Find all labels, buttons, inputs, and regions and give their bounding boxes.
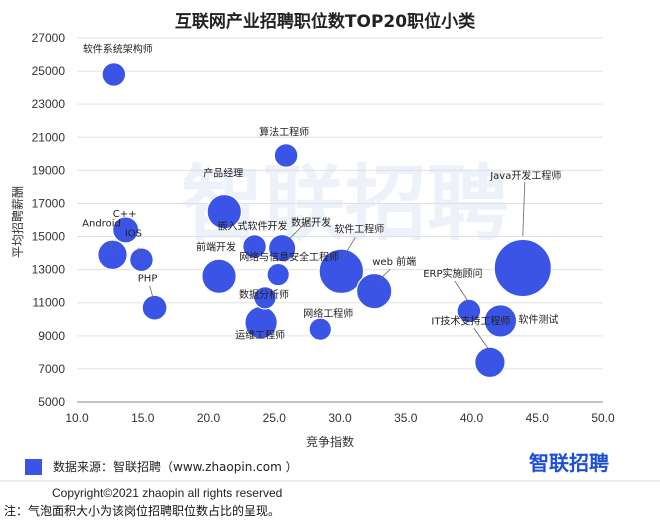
- y-tick-label: 15000: [32, 230, 66, 244]
- bubble: [493, 238, 552, 298]
- label-leader-line: [342, 237, 356, 258]
- bubble-label: Android: [82, 219, 121, 230]
- bubble: [242, 234, 267, 259]
- bubbles: [97, 62, 552, 379]
- bubble: [141, 294, 168, 321]
- y-tick-label: 11000: [33, 296, 66, 310]
- bubble-label: 数据开发: [291, 216, 331, 229]
- bubble: [201, 258, 237, 295]
- bubble-label: IT技术支持工程师: [431, 314, 510, 327]
- label-leader-line: [522, 181, 526, 236]
- legend-swatch: [25, 459, 42, 475]
- y-tick-label: 25000: [32, 64, 66, 78]
- bubble-label: Java开发工程师: [489, 169, 561, 182]
- label-leader-line: [454, 280, 469, 302]
- bubble-label: 运维工程师: [235, 329, 285, 342]
- bubble: [101, 62, 127, 87]
- label-leader-line: [289, 217, 311, 239]
- y-tick-labels: 5000 7000 9000 11000 13000 15000 17000 19000 210…: [32, 31, 66, 409]
- bubble-label: 嵌入式软件开发: [218, 219, 288, 232]
- bubble: [206, 193, 243, 230]
- bubble: [253, 286, 277, 310]
- bubble-label: 前端开发: [196, 240, 236, 253]
- bubble-label: IOS: [125, 229, 142, 240]
- bubble-label: C++: [113, 209, 137, 220]
- bubble: [273, 143, 299, 168]
- legend-text: 数据来源：智联招聘（www.zhaopin.com ）: [53, 459, 298, 474]
- bubble: [266, 262, 290, 287]
- bubble: [318, 248, 365, 295]
- bubble-label: 软件工程师: [334, 222, 384, 235]
- x-tick-labels: 10.0 15.0 20.0 25.0 30.0 35.0 40.0 45.0 50.0: [65, 411, 615, 425]
- y-tick-label: 5000: [38, 395, 65, 409]
- bubble: [456, 298, 482, 324]
- bubble-label: 产品经理: [203, 167, 243, 180]
- x-tick-label: 20.0: [197, 411, 221, 425]
- y-tick-label: 19000: [32, 163, 66, 177]
- chart-title: 互联网产业招聘职位数TOP20职位小类: [175, 11, 476, 32]
- x-tick-label: 50.0: [591, 411, 615, 425]
- bubble-label: 网络工程师: [303, 307, 353, 320]
- y-tick-label: 9000: [38, 329, 65, 343]
- bubble-label: web 前端: [372, 255, 416, 268]
- label-leader-line: [377, 268, 391, 282]
- x-tick-label: 15.0: [131, 411, 155, 425]
- bubble: [483, 304, 518, 338]
- bubble-label: 软件测试: [518, 313, 558, 326]
- y-axis-title: 平均招聘薪酬: [11, 186, 25, 258]
- footnote: 注：气泡面积大小为该岗位招聘职位数占比的呈现。: [4, 503, 280, 518]
- bubble: [97, 239, 128, 271]
- x-tick-label: 45.0: [526, 411, 550, 425]
- copyright-text: Copyright©2021 zhaopin all rights reserv…: [52, 486, 282, 500]
- x-tick-label: 35.0: [394, 411, 418, 425]
- bubble: [308, 317, 333, 341]
- label-leader-line: [110, 242, 113, 251]
- label-leader-line: [138, 247, 140, 258]
- bubble-label: 网络与信息安全工程师: [239, 251, 339, 264]
- label-leader-line: [149, 285, 154, 300]
- bubble-label: ERP实施顾问: [423, 267, 482, 280]
- x-tick-label: 40.0: [460, 411, 484, 425]
- bubble-label: 软件系统架构师: [83, 42, 153, 55]
- x-tick-label: 25.0: [263, 411, 287, 425]
- brand-logo: 智联招聘: [529, 451, 609, 475]
- bubble: [129, 247, 154, 273]
- bubble-label: 数据分析师: [239, 288, 289, 301]
- y-tick-label: 23000: [32, 97, 66, 111]
- bubble: [474, 346, 506, 379]
- y-tick-label: 21000: [32, 130, 66, 144]
- bubble-label: 算法工程师: [259, 125, 309, 138]
- bubble: [112, 216, 140, 244]
- x-tick-label: 30.0: [328, 411, 352, 425]
- y-tick-label: 27000: [32, 31, 66, 45]
- x-tick-label: 10.0: [65, 411, 89, 425]
- x-axis-title: 竞争指数: [306, 434, 354, 449]
- y-tick-label: 7000: [38, 362, 65, 376]
- y-tick-label: 13000: [32, 263, 66, 277]
- bubble-label: PHP: [138, 274, 158, 285]
- y-tick-label: 17000: [32, 196, 66, 210]
- bubble: [267, 233, 297, 263]
- label-leader-line: [473, 328, 489, 349]
- bubble: [355, 272, 393, 310]
